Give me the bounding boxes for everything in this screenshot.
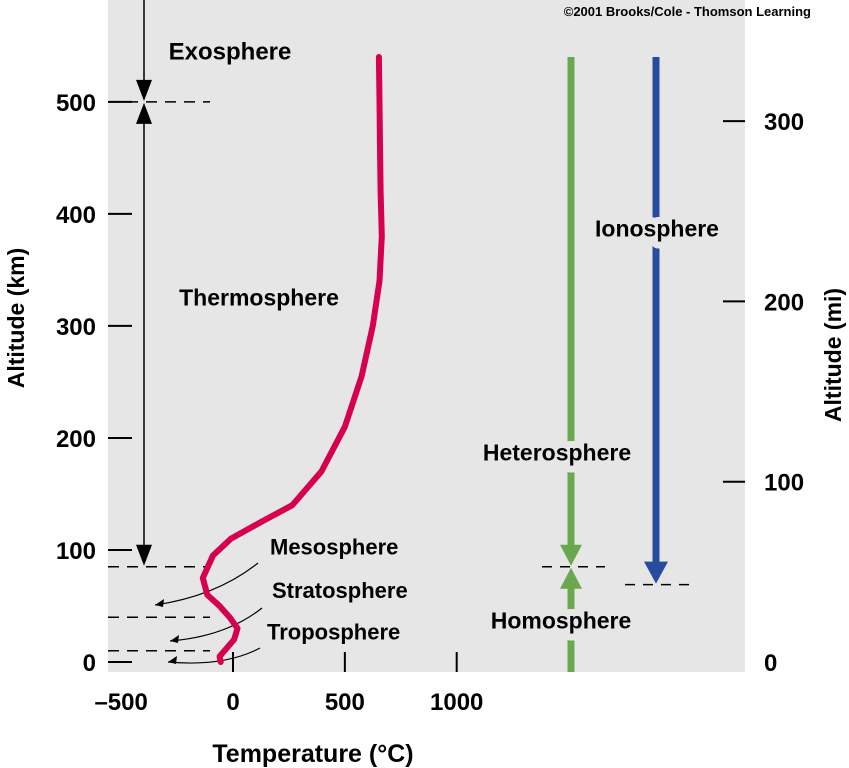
y-tick-label-km: 500 (56, 90, 96, 117)
y-axis-label-km: Altitude (km) (3, 248, 29, 389)
layer-label-stratosphere: Stratosphere (272, 578, 408, 603)
heterosphere-arrowhead-icon (560, 544, 582, 566)
y-tick-label-mi: 300 (764, 109, 804, 136)
range-arrows (136, 0, 668, 672)
pointer-arrowhead-icon (168, 656, 177, 664)
pointer-arrowhead-icon (155, 599, 164, 607)
region-label-heterosphere: Heterosphere (483, 439, 631, 465)
temperature-curve (199, 54, 385, 665)
arrowhead-up-icon (136, 102, 152, 124)
layer-label-exosphere: Exosphere (169, 38, 292, 65)
homosphere-arrowhead-icon (560, 567, 582, 589)
arrowhead-down-icon (136, 79, 152, 101)
y-tick-label-mi: 0 (764, 650, 777, 677)
y-tick-label-km: 400 (56, 202, 96, 229)
y-tick-label-km: 300 (56, 314, 96, 341)
layer-label-mesosphere: Mesosphere (270, 534, 398, 559)
x-tick-label: 500 (325, 689, 365, 716)
x-tick-label: 1000 (430, 689, 483, 716)
pointer-arrow-line (169, 607, 263, 642)
layer-boundaries (108, 101, 690, 652)
y-tick-label-mi: 100 (764, 470, 804, 497)
region-label-ionosphere: Ionosphere (595, 215, 719, 241)
y-tick-label-km: 0 (83, 650, 96, 677)
x-tick-label: –500 (94, 689, 147, 716)
region-label-homosphere: Homosphere (491, 607, 632, 633)
ionosphere-arrowhead-icon (644, 561, 668, 584)
layer-label-thermosphere: Thermosphere (179, 285, 339, 311)
pointer-arrow-line (154, 562, 259, 606)
copyright-notice: ©2001 Brooks/Cole - Thomson Learning (564, 4, 811, 19)
arrowhead-down-icon (136, 544, 152, 566)
y-tick-label-mi: 200 (764, 289, 804, 316)
y-axis-label-mi: Altitude (mi) (820, 288, 846, 422)
layer-label-troposphere: Troposphere (267, 620, 400, 645)
y-tick-label-km: 200 (56, 426, 96, 453)
tick-marks (108, 100, 745, 672)
x-axis-label: Temperature (°C) (212, 740, 413, 768)
y-tick-label-km: 100 (56, 538, 96, 565)
pointer-arrowhead-icon (170, 635, 179, 643)
x-tick-label: 0 (226, 689, 239, 716)
